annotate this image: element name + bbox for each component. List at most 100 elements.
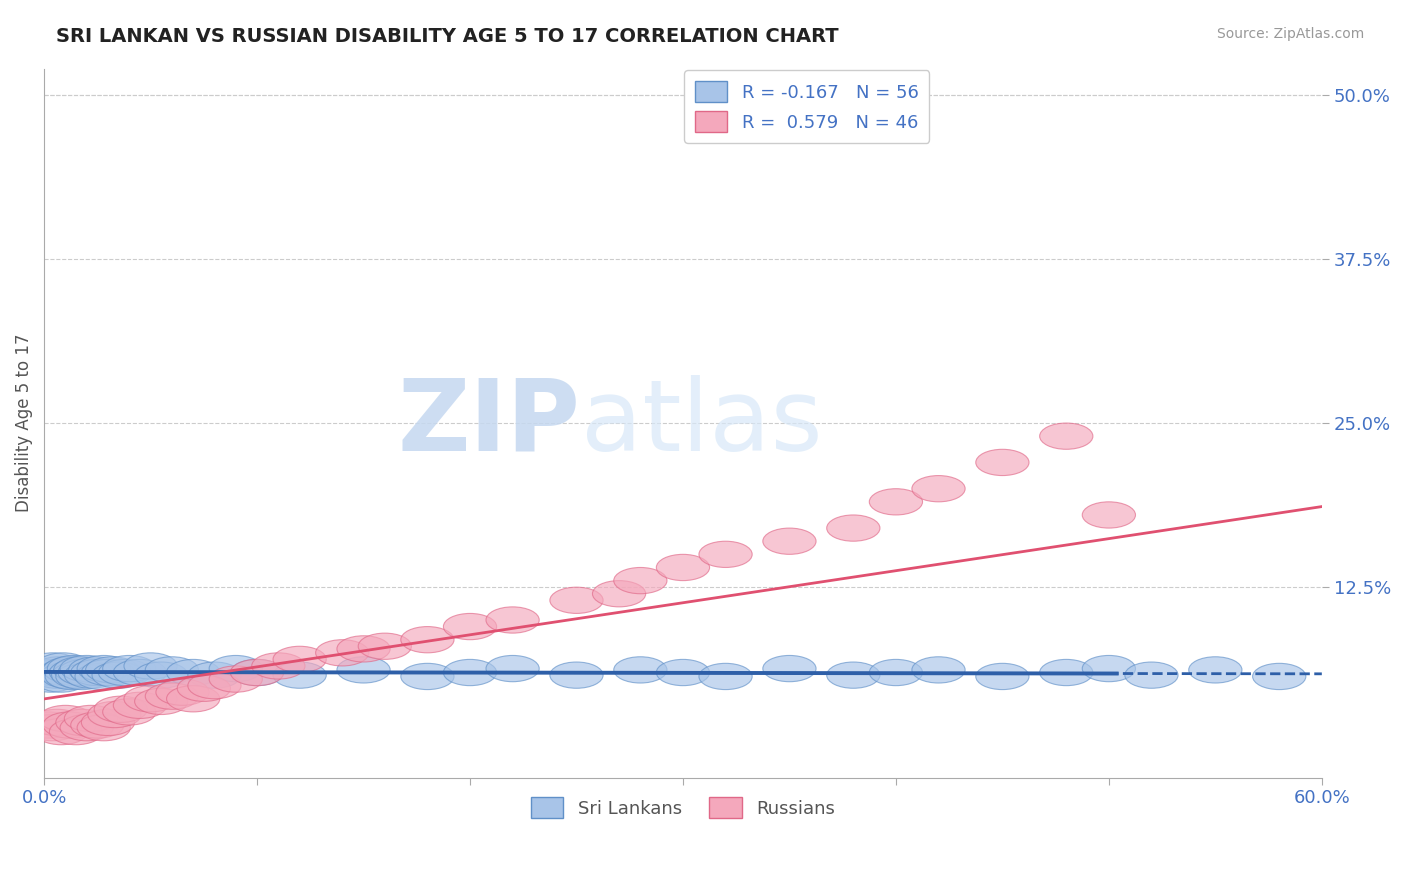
Ellipse shape (976, 664, 1029, 690)
Ellipse shape (443, 659, 496, 686)
Ellipse shape (486, 607, 540, 633)
Ellipse shape (70, 712, 124, 739)
Ellipse shape (45, 664, 98, 690)
Ellipse shape (869, 489, 922, 515)
Ellipse shape (486, 656, 540, 681)
Ellipse shape (75, 664, 128, 690)
Ellipse shape (337, 636, 389, 662)
Ellipse shape (231, 659, 284, 686)
Ellipse shape (145, 657, 198, 683)
Ellipse shape (657, 659, 710, 686)
Ellipse shape (24, 666, 77, 692)
Ellipse shape (166, 659, 219, 686)
Ellipse shape (188, 662, 240, 689)
Ellipse shape (124, 653, 177, 679)
Ellipse shape (145, 683, 198, 709)
Ellipse shape (35, 718, 87, 745)
Ellipse shape (273, 662, 326, 689)
Ellipse shape (28, 659, 82, 686)
Ellipse shape (135, 689, 188, 714)
Ellipse shape (156, 679, 209, 706)
Ellipse shape (359, 633, 412, 659)
Ellipse shape (53, 657, 107, 683)
Ellipse shape (65, 706, 118, 731)
Ellipse shape (82, 709, 135, 736)
Ellipse shape (114, 692, 166, 718)
Ellipse shape (1039, 423, 1092, 450)
Text: atlas: atlas (581, 375, 823, 472)
Ellipse shape (39, 659, 91, 686)
Ellipse shape (1083, 656, 1136, 681)
Ellipse shape (231, 659, 284, 686)
Ellipse shape (114, 659, 166, 686)
Ellipse shape (1039, 659, 1092, 686)
Ellipse shape (21, 712, 75, 739)
Ellipse shape (31, 709, 83, 736)
Ellipse shape (912, 657, 965, 683)
Ellipse shape (124, 686, 177, 712)
Ellipse shape (77, 714, 131, 740)
Ellipse shape (35, 666, 87, 692)
Ellipse shape (188, 673, 240, 698)
Ellipse shape (401, 664, 454, 690)
Ellipse shape (912, 475, 965, 502)
Ellipse shape (827, 662, 880, 689)
Ellipse shape (550, 662, 603, 689)
Ellipse shape (592, 581, 645, 607)
Ellipse shape (869, 659, 922, 686)
Ellipse shape (273, 647, 326, 673)
Ellipse shape (44, 657, 96, 683)
Ellipse shape (209, 656, 263, 681)
Ellipse shape (614, 567, 666, 594)
Text: ZIP: ZIP (398, 375, 581, 472)
Ellipse shape (25, 714, 79, 740)
Ellipse shape (699, 664, 752, 690)
Ellipse shape (77, 656, 131, 681)
Ellipse shape (657, 554, 710, 581)
Ellipse shape (44, 712, 96, 739)
Ellipse shape (82, 659, 135, 686)
Ellipse shape (103, 656, 156, 681)
Ellipse shape (48, 656, 101, 681)
Ellipse shape (763, 656, 815, 681)
Ellipse shape (86, 657, 139, 683)
Ellipse shape (252, 653, 305, 679)
Ellipse shape (401, 626, 454, 653)
Ellipse shape (49, 718, 103, 745)
Ellipse shape (177, 675, 231, 701)
Ellipse shape (39, 706, 91, 731)
Legend: Sri Lankans, Russians: Sri Lankans, Russians (524, 790, 842, 825)
Ellipse shape (1253, 664, 1306, 690)
Ellipse shape (60, 656, 114, 681)
Ellipse shape (37, 653, 90, 679)
Ellipse shape (550, 587, 603, 614)
Ellipse shape (49, 659, 103, 686)
Ellipse shape (56, 709, 110, 736)
Ellipse shape (763, 528, 815, 554)
Ellipse shape (699, 541, 752, 567)
Ellipse shape (315, 640, 368, 666)
Ellipse shape (56, 664, 110, 690)
Ellipse shape (94, 696, 148, 723)
Ellipse shape (103, 698, 156, 725)
Ellipse shape (976, 450, 1029, 475)
Ellipse shape (60, 714, 114, 740)
Ellipse shape (614, 657, 666, 683)
Ellipse shape (32, 657, 86, 683)
Ellipse shape (135, 662, 188, 689)
Ellipse shape (91, 662, 145, 689)
Ellipse shape (31, 662, 83, 689)
Text: Source: ZipAtlas.com: Source: ZipAtlas.com (1216, 27, 1364, 41)
Ellipse shape (209, 666, 263, 692)
Ellipse shape (69, 657, 122, 683)
Ellipse shape (65, 662, 118, 689)
Ellipse shape (166, 686, 219, 712)
Ellipse shape (70, 659, 124, 686)
Ellipse shape (21, 659, 75, 686)
Y-axis label: Disability Age 5 to 17: Disability Age 5 to 17 (15, 334, 32, 512)
Ellipse shape (52, 662, 105, 689)
Ellipse shape (25, 653, 79, 679)
Ellipse shape (1188, 657, 1241, 683)
Ellipse shape (337, 657, 389, 683)
Ellipse shape (827, 515, 880, 541)
